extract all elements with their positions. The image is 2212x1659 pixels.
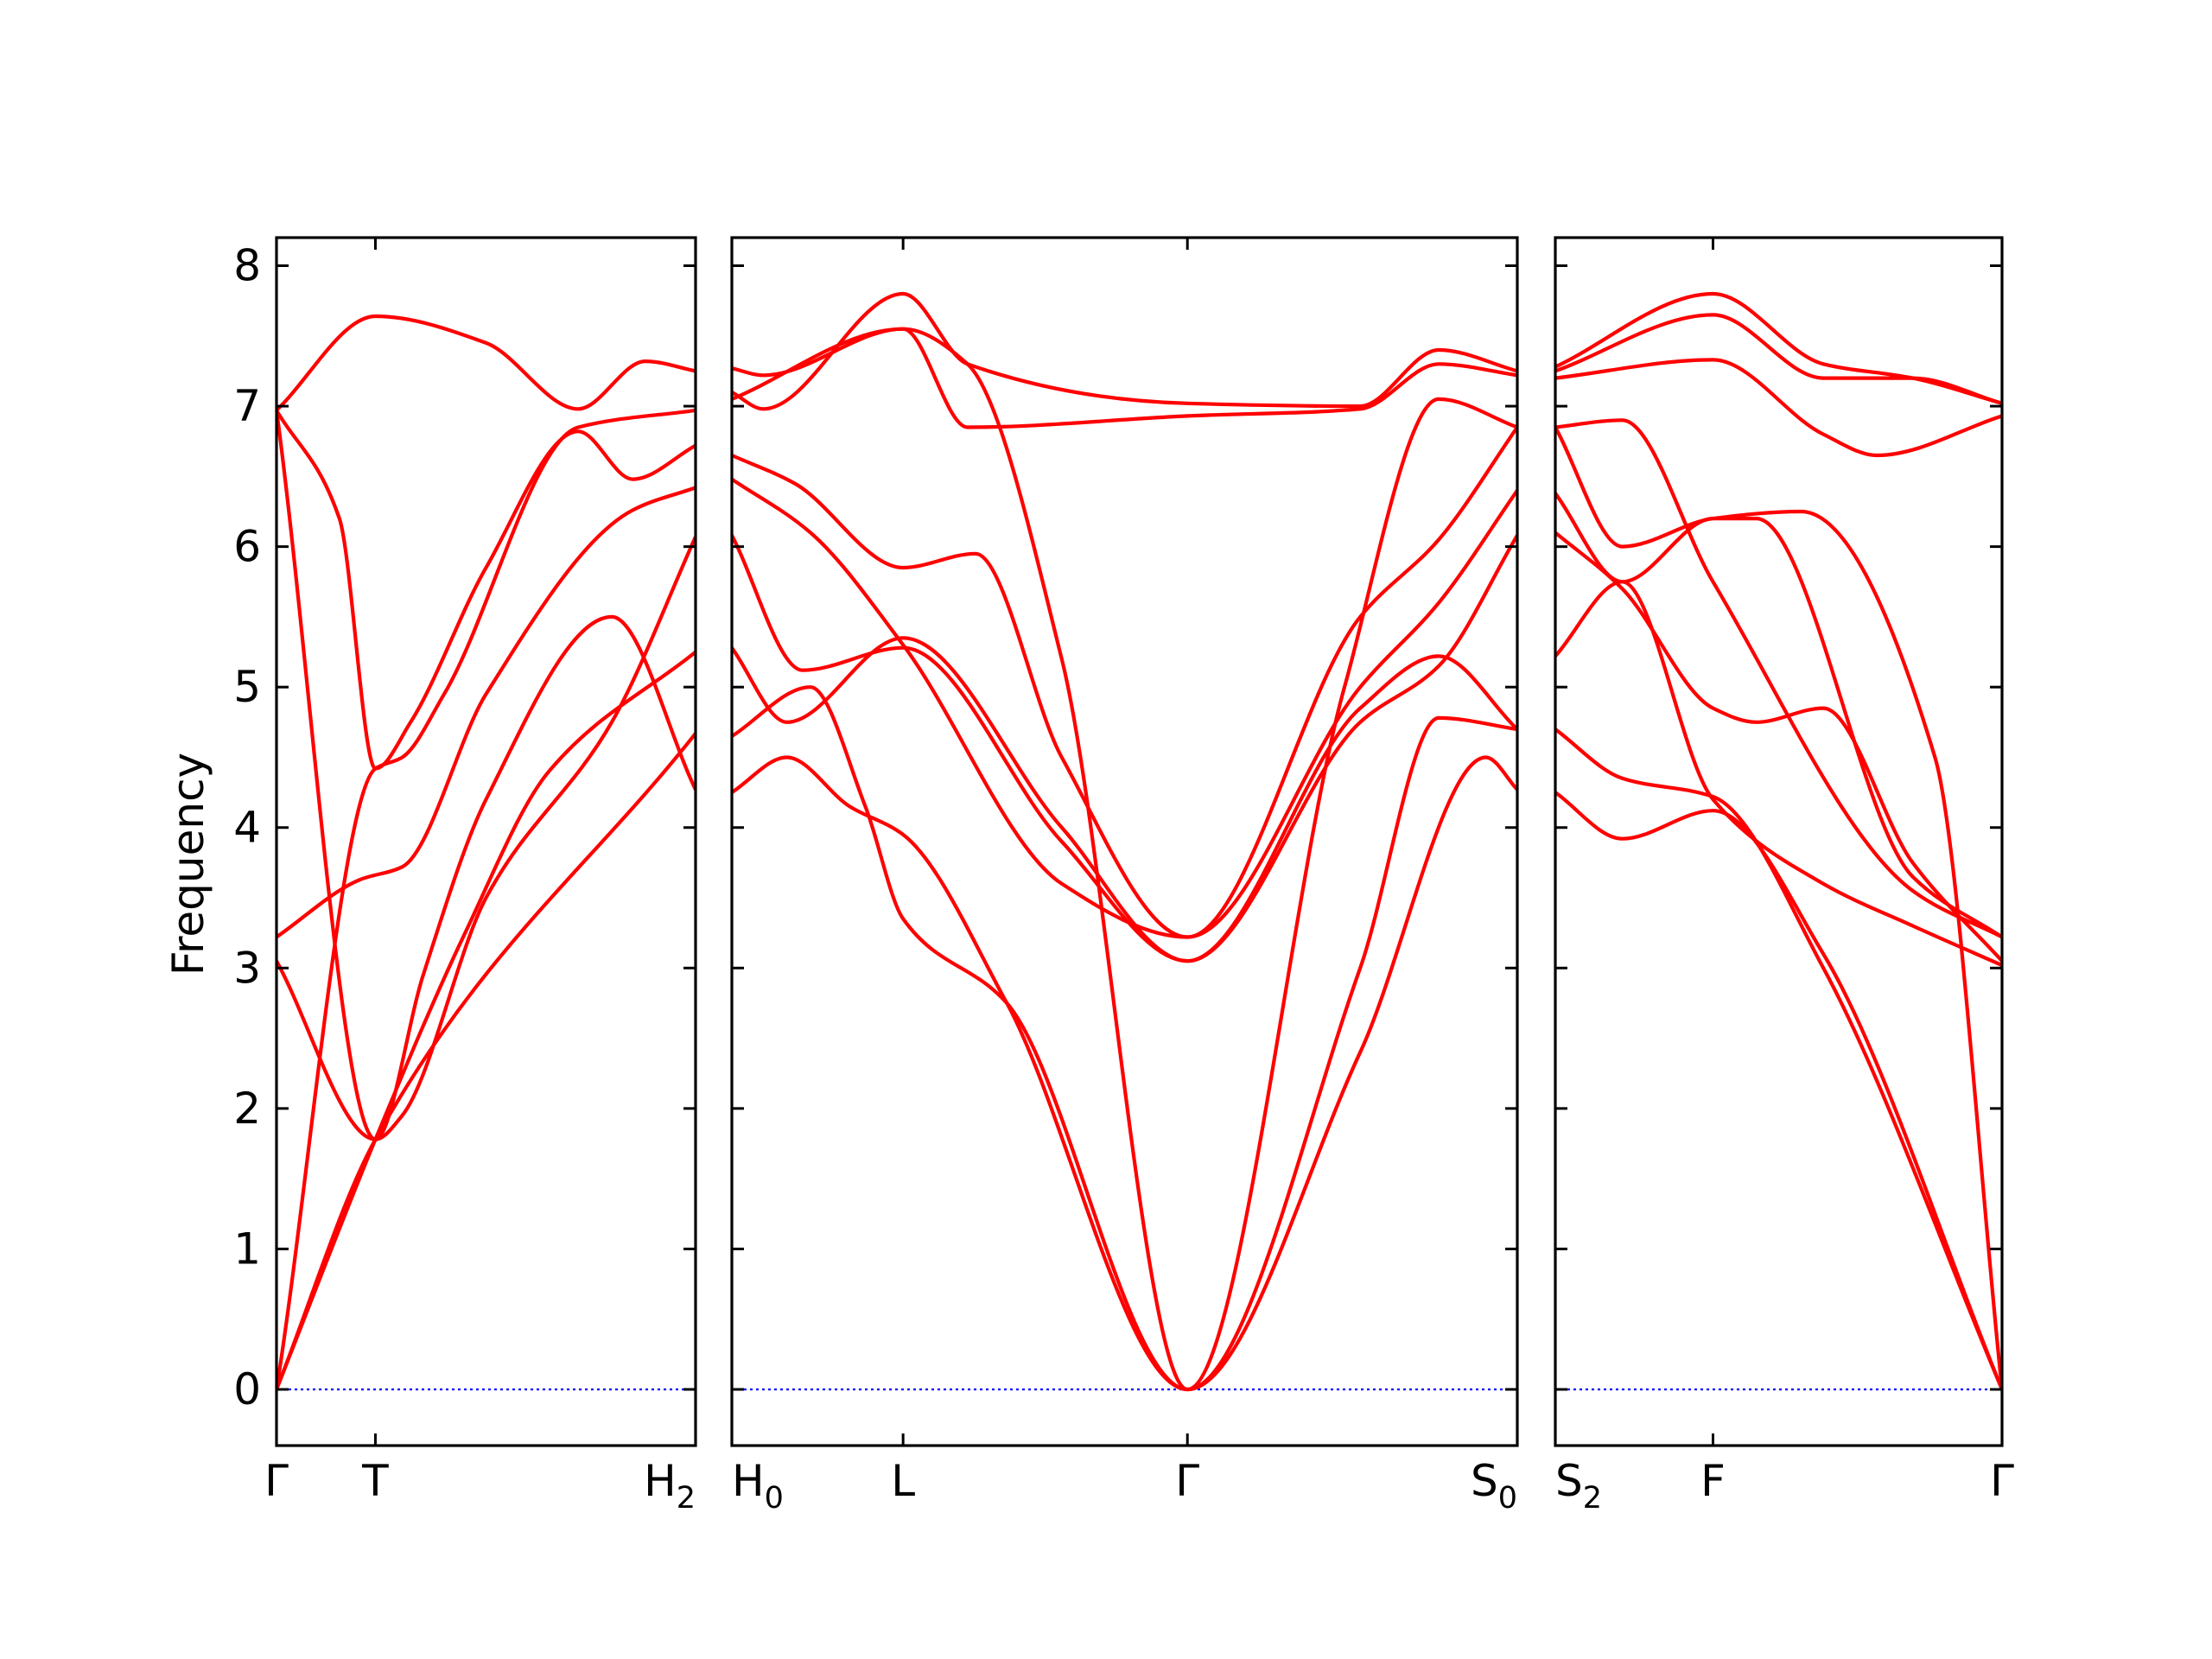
band-line-left-4 bbox=[276, 486, 696, 939]
panel-frame-left bbox=[275, 236, 697, 1447]
band-line-left-1 bbox=[276, 650, 696, 1392]
y-tick-label: 6 bbox=[233, 522, 261, 572]
band-line-right-3 bbox=[1555, 531, 2002, 963]
x-tick-label-main: T bbox=[361, 1456, 389, 1506]
x-tick-label-middle-2: Γ bbox=[1175, 1456, 1199, 1506]
y-tick-label: 3 bbox=[233, 943, 261, 993]
y-tick-label: 2 bbox=[233, 1084, 261, 1134]
band-line-right-4 bbox=[1555, 491, 2002, 939]
x-tick-label-left-1: T bbox=[361, 1456, 389, 1506]
y-tick-label: 4 bbox=[233, 803, 261, 853]
x-tick-label-subscript: 0 bbox=[1498, 1481, 1517, 1516]
x-tick-label-main: S bbox=[1555, 1456, 1583, 1506]
x-tick-label-main: Γ bbox=[264, 1456, 289, 1506]
x-tick-label-middle-1: L bbox=[891, 1456, 915, 1506]
band-line-middle-0 bbox=[732, 755, 1517, 1392]
band-line-middle-5 bbox=[732, 425, 1517, 939]
panel-left: Γ T H2 bbox=[264, 236, 697, 1516]
band-line-right-6 bbox=[1555, 425, 2002, 1392]
y-tick-label: 5 bbox=[233, 662, 261, 712]
x-tick-label-right-2: Γ bbox=[1990, 1456, 2014, 1506]
bands-right bbox=[1555, 291, 2002, 1392]
band-line-middle-7 bbox=[732, 327, 1517, 429]
band-line-middle-2 bbox=[732, 636, 1517, 963]
band-line-right-1 bbox=[1555, 727, 2002, 1392]
x-tick-label-subscript: 2 bbox=[677, 1481, 696, 1516]
x-tick-label-subscript: 0 bbox=[765, 1481, 784, 1516]
panel-frame-right bbox=[1554, 236, 2004, 1447]
band-line-middle-8 bbox=[732, 291, 1517, 411]
band-line-left-5 bbox=[276, 408, 696, 771]
panel-middle: H0 L Γ S0 bbox=[730, 236, 1519, 1516]
x-tick-label-left-2: H2 bbox=[644, 1456, 696, 1516]
x-tick-label-main: Γ bbox=[1990, 1456, 2014, 1506]
band-line-left-2 bbox=[276, 408, 696, 1392]
bands-left bbox=[276, 314, 696, 1392]
band-line-left-6 bbox=[276, 408, 696, 1141]
band-line-left-0 bbox=[276, 731, 696, 1392]
panel-right: S2 F Γ bbox=[1554, 236, 2014, 1516]
x-tick-label-main: H bbox=[732, 1456, 765, 1506]
y-tick-label: 0 bbox=[233, 1364, 261, 1414]
band-line-right-5 bbox=[1555, 418, 2002, 939]
x-tick-label-left-0: Γ bbox=[264, 1456, 289, 1506]
x-tick-label-middle-0: H0 bbox=[732, 1456, 784, 1516]
x-tick-label-right-0: S2 bbox=[1555, 1456, 1602, 1516]
x-tick-label-middle-3: S0 bbox=[1471, 1456, 1517, 1516]
x-tick-label-main: L bbox=[891, 1456, 915, 1506]
band-line-middle-4 bbox=[732, 477, 1517, 939]
y-tick-label: 7 bbox=[233, 381, 261, 431]
panel-frame-middle bbox=[730, 236, 1519, 1447]
bands-middle bbox=[732, 291, 1517, 1392]
band-line-right-9 bbox=[1555, 291, 2002, 405]
x-tick-label-main: S bbox=[1471, 1456, 1498, 1506]
band-line-left-3 bbox=[276, 614, 696, 1141]
x-tick-label-main: H bbox=[644, 1456, 677, 1506]
band-line-right-7 bbox=[1555, 358, 2002, 458]
x-tick-label-main: Γ bbox=[1175, 1456, 1199, 1506]
y-tick-label: 1 bbox=[233, 1224, 261, 1274]
x-tick-label-subscript: 2 bbox=[1583, 1481, 1602, 1516]
x-tick-label-right-1: F bbox=[1700, 1456, 1726, 1506]
x-tick-label-main: F bbox=[1700, 1456, 1726, 1506]
y-tick-label: 8 bbox=[233, 241, 261, 291]
band-line-right-8 bbox=[1555, 313, 2002, 405]
y-axis-label: Frequency bbox=[163, 753, 213, 976]
band-line-left-7 bbox=[276, 314, 696, 412]
band-line-middle-1 bbox=[732, 685, 1517, 1392]
